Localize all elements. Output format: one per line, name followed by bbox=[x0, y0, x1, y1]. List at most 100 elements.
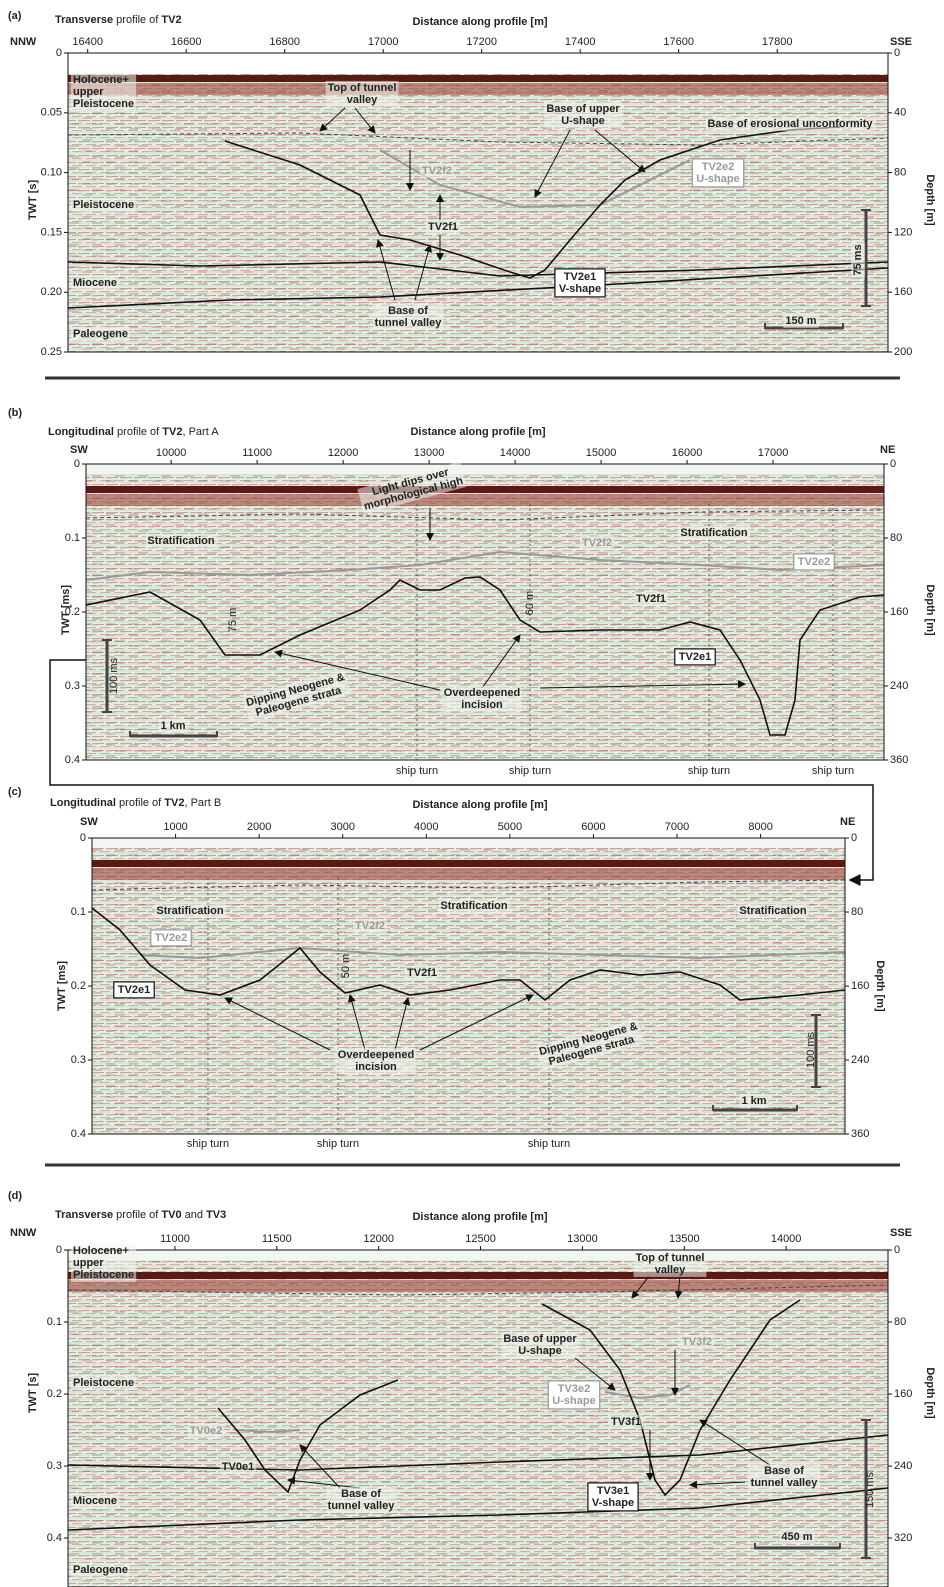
panel-title: Transverse profile of TV2 bbox=[55, 14, 182, 26]
y-tick-label: 0.1 bbox=[47, 1316, 62, 1328]
annotation: Base of upperU-shape bbox=[544, 102, 622, 128]
depth-tick-label: 80 bbox=[851, 906, 863, 918]
seismic-panel bbox=[92, 838, 845, 1134]
annotation-line: V-shape bbox=[559, 283, 601, 295]
ship-turn-label: ship turn bbox=[528, 1138, 570, 1150]
right-end-label: SSE bbox=[890, 1227, 912, 1239]
annotation: 50 m bbox=[340, 954, 352, 978]
annotation-text: TV3f2 bbox=[682, 1336, 712, 1348]
annotation-line: 60 m bbox=[524, 591, 536, 615]
annotation-text: Stratification bbox=[680, 527, 748, 539]
y-tick-label: 0.3 bbox=[65, 680, 80, 692]
annotation-line: Base of bbox=[341, 1488, 381, 1500]
annotation: 75 m bbox=[227, 608, 239, 632]
water bbox=[92, 838, 845, 848]
x-tick-label: 17600 bbox=[663, 36, 694, 48]
annotation: Pleistocene bbox=[71, 1376, 136, 1390]
annotation-line: 1 km bbox=[160, 720, 185, 732]
annotation-line: 100 ms bbox=[805, 1031, 817, 1068]
annotation-line: U-shape bbox=[552, 1395, 595, 1407]
annotation-line: Overdeepened bbox=[338, 1049, 414, 1061]
annotation-text: 60 m bbox=[524, 591, 536, 615]
annotation: TV2e2U-shape bbox=[692, 159, 743, 187]
x-tick-label: 16800 bbox=[269, 36, 300, 48]
x-tick-label: 13500 bbox=[669, 1233, 700, 1245]
annotation: Top of tunnelvalley bbox=[634, 1251, 707, 1277]
annotation-line: Stratification bbox=[147, 535, 215, 547]
y-axis-label: TWT [s] bbox=[27, 180, 39, 221]
annotation: TV3f2 bbox=[680, 1335, 714, 1349]
title-part: TV2 bbox=[161, 14, 181, 26]
annotation-text: 75 ms bbox=[852, 244, 864, 275]
annotation-text: 75 m bbox=[227, 608, 239, 632]
water bbox=[68, 53, 888, 74]
title-part: TV2 bbox=[162, 426, 182, 438]
x-tick-label: 16400 bbox=[72, 36, 103, 48]
x-tick-label: 14000 bbox=[771, 1233, 802, 1245]
panel-title: Longitudinal profile of TV2, Part A bbox=[48, 426, 219, 438]
annotation-line: Overdeepened bbox=[444, 687, 520, 699]
annotation-text: TV2e1 bbox=[118, 984, 150, 996]
annotation: Miocene bbox=[71, 276, 119, 290]
annotation-line: U-shape bbox=[561, 115, 604, 127]
annotation-text: Paleogene bbox=[73, 1564, 128, 1576]
annotation-text: TV0e2 bbox=[190, 1425, 222, 1437]
depth-tick-label: 320 bbox=[894, 1532, 912, 1544]
title-part: Transverse bbox=[55, 1209, 113, 1221]
annotation-text: Base of erosional unconformity bbox=[707, 118, 873, 130]
x-tick-label: 11000 bbox=[160, 1233, 190, 1245]
ship-turn-label: ship turn bbox=[187, 1138, 229, 1150]
title-part: TV3 bbox=[206, 1209, 226, 1221]
annotation-line: V-shape bbox=[592, 1497, 634, 1509]
annotation-line: TV2f2 bbox=[582, 537, 612, 549]
annotation: TV2f1 bbox=[426, 220, 460, 234]
annotation: 450 m bbox=[779, 1530, 814, 1544]
annotation-line: TV2e2 bbox=[702, 161, 734, 173]
annotation-text: TV3e2U-shape bbox=[552, 1383, 595, 1407]
depth-axis-label: Depth [m] bbox=[924, 1367, 936, 1419]
depth-axis-label: Depth [m] bbox=[924, 584, 936, 636]
annotation-line: Stratification bbox=[156, 905, 224, 917]
depth-tick-label: 240 bbox=[894, 1460, 912, 1472]
annotation-line: TV0e1 bbox=[222, 1461, 254, 1473]
annotation: 150 m bbox=[783, 314, 818, 328]
annotation-text: 100 ms bbox=[805, 1031, 817, 1068]
annotation: TV3f1 bbox=[609, 1415, 643, 1429]
x-tick-label: 4000 bbox=[414, 821, 438, 833]
x-tick-label: 17000 bbox=[758, 447, 789, 459]
panel-label: (d) bbox=[8, 1190, 22, 1202]
annotation-line: Pleistocene bbox=[73, 1269, 134, 1281]
annotation-line: TV3f1 bbox=[611, 1416, 641, 1428]
annotation-line: TV2e1 bbox=[118, 984, 150, 996]
y-tick-label: 0.4 bbox=[47, 1532, 62, 1544]
annotation: 1 km bbox=[739, 1094, 768, 1108]
x-tick-label: 5000 bbox=[498, 821, 522, 833]
annotation-line: Pleistocene bbox=[73, 199, 134, 211]
annotation: Base of upperU-shape bbox=[501, 1332, 579, 1358]
x-tick-label: 17800 bbox=[762, 36, 793, 48]
x-tick-label: 6000 bbox=[581, 821, 605, 833]
annotation-text: 1 km bbox=[160, 720, 185, 732]
annotation-text: TV2f1 bbox=[428, 221, 458, 233]
y-tick-label: 0.20 bbox=[41, 286, 62, 298]
annotation-line: 150 ms bbox=[864, 1471, 876, 1508]
y-tick-label: 0 bbox=[74, 458, 80, 470]
left-end-label: SW bbox=[80, 816, 98, 828]
annotation-line: Paleogene bbox=[73, 328, 128, 340]
x-tick-label: 16000 bbox=[672, 447, 703, 459]
annotation: Pleistocene bbox=[71, 198, 136, 212]
annotation: Base of erosional unconformity bbox=[705, 117, 875, 131]
annotation-line: TV2e2 bbox=[798, 556, 830, 568]
seismic-panel bbox=[68, 1250, 888, 1587]
annotation: Stratification bbox=[737, 904, 809, 918]
annotation-line: upper bbox=[73, 86, 104, 98]
annotation-line: Pleistocene bbox=[73, 1377, 134, 1389]
title-part: Longitudinal bbox=[50, 797, 116, 809]
title-part: , Part A bbox=[182, 426, 219, 438]
annotation: TV2f1 bbox=[405, 966, 439, 980]
annotation-line: TV2e2 bbox=[155, 932, 187, 944]
annotation: TV3e1V-shape bbox=[588, 1483, 638, 1511]
depth-tick-label: 160 bbox=[851, 980, 869, 992]
y-tick-label: 0.2 bbox=[65, 606, 80, 618]
annotation-text: TV0e1 bbox=[222, 1461, 254, 1473]
